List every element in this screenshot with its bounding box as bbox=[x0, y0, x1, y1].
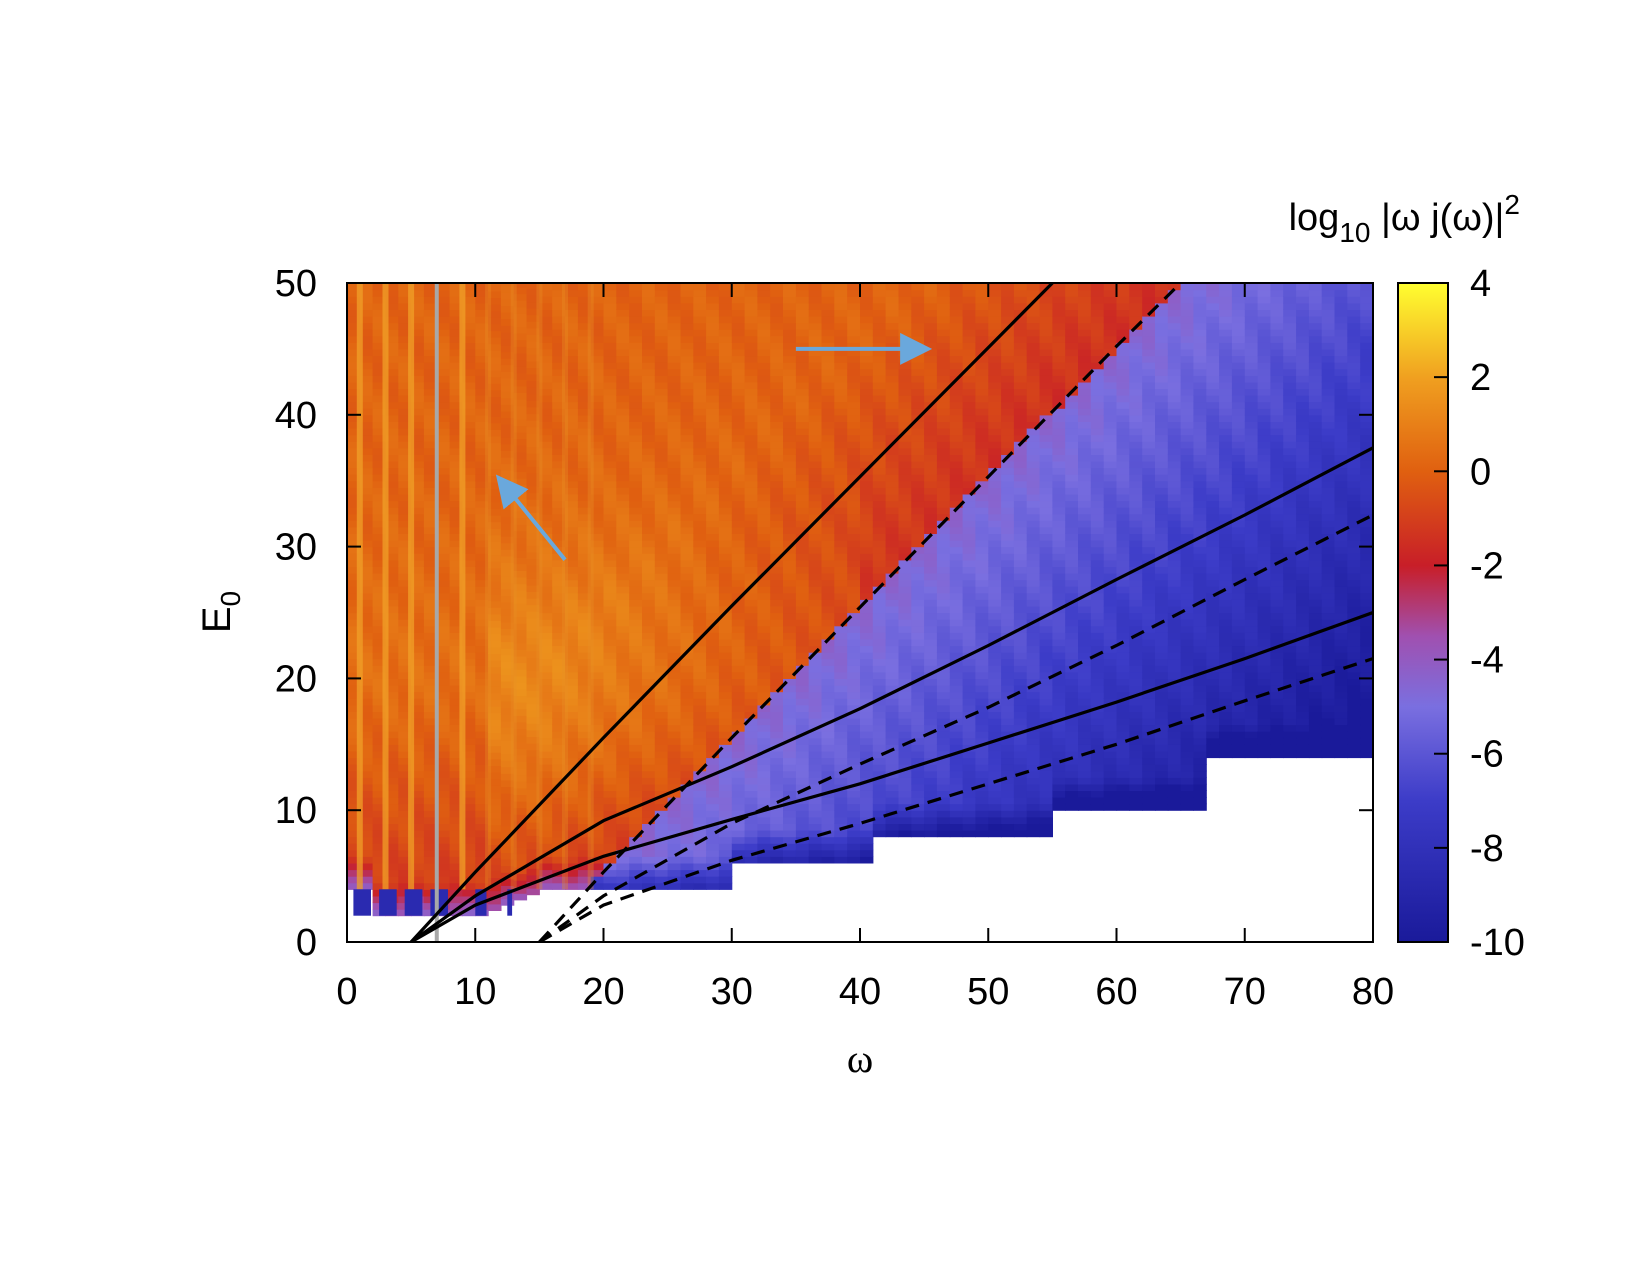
colorbar-tick-label: -6 bbox=[1470, 734, 1504, 776]
solid-curve-1 bbox=[409, 283, 1054, 942]
stripe-band bbox=[485, 283, 492, 890]
y-tick-label: 0 bbox=[296, 922, 317, 964]
y-tick-label: 30 bbox=[275, 527, 317, 569]
y-axis-label: E0 bbox=[195, 591, 246, 633]
colorbar-title: log10 |ω j(ω)|2 bbox=[1289, 189, 1520, 248]
y-tick-label: 50 bbox=[275, 263, 317, 305]
colorbar-tick-label: 2 bbox=[1470, 357, 1491, 399]
dashed-curve-1 bbox=[538, 283, 1182, 942]
x-tick-label: 30 bbox=[711, 971, 753, 1013]
y-tick-label: 20 bbox=[275, 658, 317, 700]
x-tick-label: 0 bbox=[336, 971, 357, 1013]
y-label-sub: 0 bbox=[215, 591, 246, 607]
y-tick-label: 10 bbox=[275, 790, 317, 832]
solid-curve-2 bbox=[410, 446, 1373, 942]
colorbar-tick-label: -8 bbox=[1470, 828, 1504, 870]
y-label-main: E bbox=[195, 606, 239, 633]
stripe-band bbox=[408, 283, 415, 890]
colorbar-tick-label: -2 bbox=[1470, 545, 1504, 587]
dashed-curve-2 bbox=[538, 513, 1373, 942]
arrow-layer bbox=[495, 332, 933, 562]
x-tick-label: 50 bbox=[967, 971, 1009, 1013]
y-axis: 0 10 20 30 40 50 bbox=[275, 263, 1373, 964]
stripe-band bbox=[587, 283, 594, 890]
heatmap-field bbox=[347, 283, 1373, 942]
x-tick-label: 20 bbox=[582, 971, 624, 1013]
x-tick-label: 70 bbox=[1224, 971, 1266, 1013]
colorbar-tick-label: 4 bbox=[1470, 263, 1491, 305]
colorbar-axis: 4 2 0 -2 -4 -6 -8 -10 bbox=[1434, 263, 1525, 964]
stripe-band bbox=[510, 283, 517, 890]
x-axis: 0 10 20 30 40 50 60 70 80 bbox=[336, 283, 1394, 1013]
colorbar-tick-label: 0 bbox=[1470, 451, 1491, 493]
x-axis-label: ω bbox=[847, 1036, 873, 1081]
colorbar-tick-label: -10 bbox=[1470, 922, 1525, 964]
colorbar-tick-label: -4 bbox=[1470, 640, 1504, 682]
stripe-band bbox=[459, 283, 466, 890]
stripe-band bbox=[562, 283, 568, 890]
x-tick-label: 10 bbox=[454, 971, 496, 1013]
solid-curve-3 bbox=[410, 610, 1373, 942]
x-tick-label: 60 bbox=[1095, 971, 1137, 1013]
stripe-band bbox=[536, 283, 543, 890]
x-tick-label: 80 bbox=[1352, 971, 1394, 1013]
stripe-band bbox=[356, 283, 363, 890]
stripe-band bbox=[382, 283, 389, 890]
colorbar bbox=[1397, 282, 1449, 943]
dashed-curve-3 bbox=[538, 657, 1373, 942]
x-tick-label: 40 bbox=[839, 971, 881, 1013]
curve-layer bbox=[409, 283, 1373, 942]
y-tick-label: 40 bbox=[275, 395, 317, 437]
arrow-1 bbox=[495, 474, 567, 562]
